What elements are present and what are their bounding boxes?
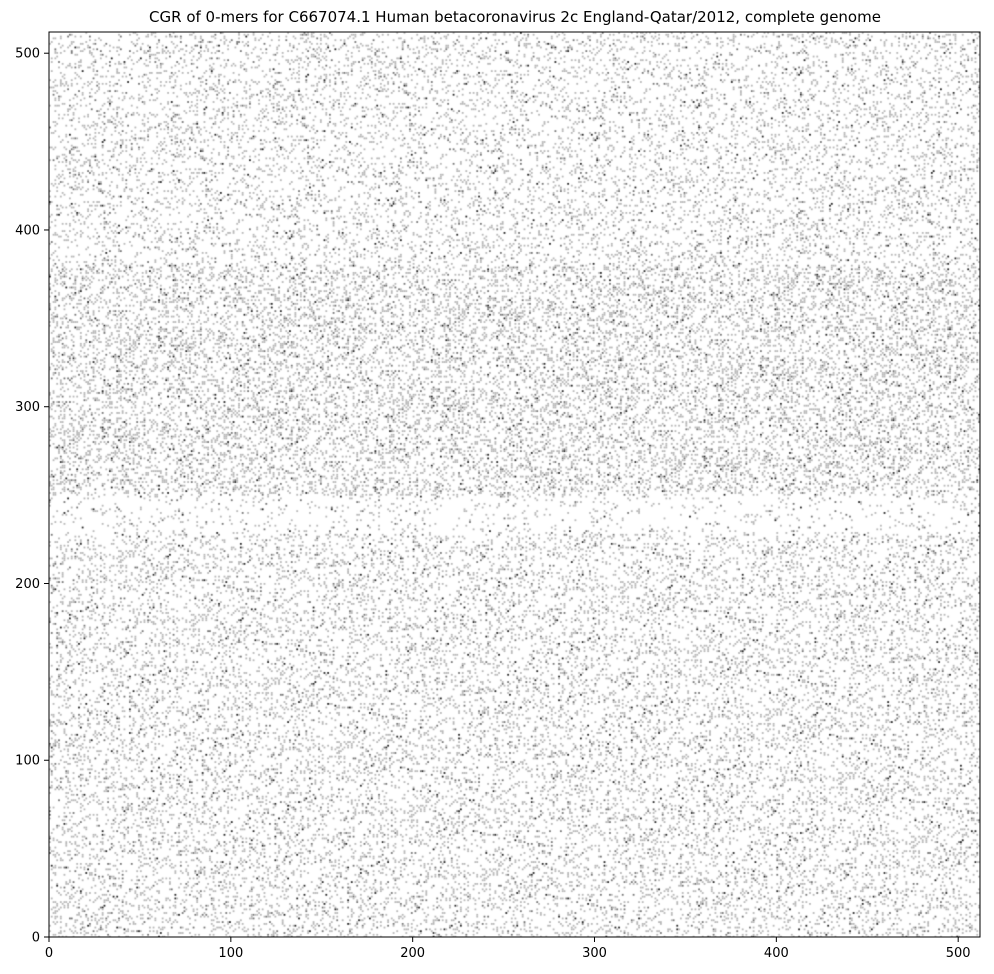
x-tick-label: 200 xyxy=(400,946,425,961)
y-tick-label: 400 xyxy=(15,223,40,238)
x-tick-label: 0 xyxy=(45,946,53,961)
y-tick-label: 500 xyxy=(15,47,40,62)
plot-frame xyxy=(48,31,981,938)
y-axis: 0 100 200 300 400 500 xyxy=(15,47,49,946)
x-tick-label: 100 xyxy=(218,946,243,961)
chart-title: CGR of 0-mers for C667074.1 Human betaco… xyxy=(149,8,881,26)
y-tick-label: 300 xyxy=(15,400,40,415)
y-tick-label: 200 xyxy=(15,577,40,592)
x-tick-label: 500 xyxy=(946,946,971,961)
heatmap-raster xyxy=(49,32,980,937)
x-tick-label: 400 xyxy=(764,946,789,961)
heatmap-cells xyxy=(49,32,980,937)
x-axis: 0 100 200 300 400 500 xyxy=(45,937,971,961)
y-tick-label: 100 xyxy=(15,754,40,769)
y-tick-label: 0 xyxy=(32,931,40,946)
x-tick-label: 300 xyxy=(582,946,607,961)
